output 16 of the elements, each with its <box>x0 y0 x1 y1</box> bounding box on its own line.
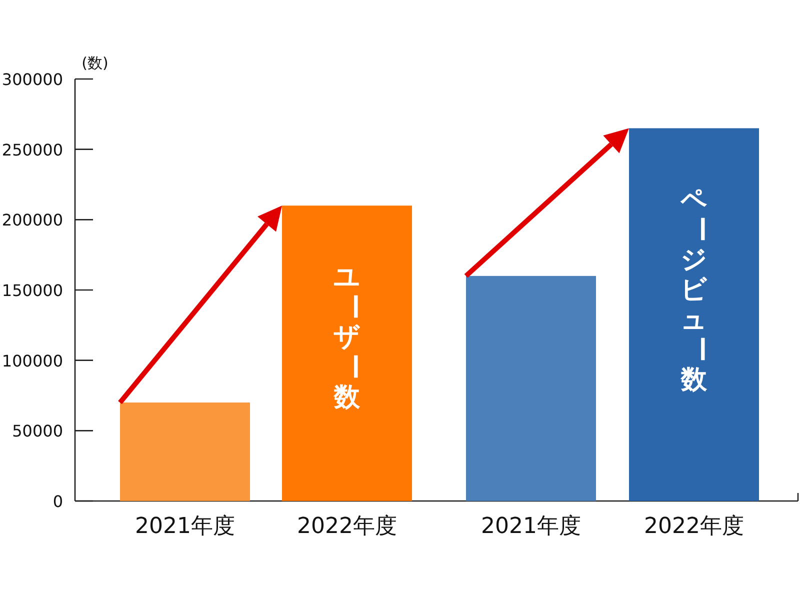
x-tick-label: 2022年度 <box>644 514 744 539</box>
y-tick-label: 200000 <box>2 210 63 230</box>
y-tick-label: 300000 <box>2 70 63 89</box>
series-label: ユーザー数 <box>333 262 369 413</box>
y-tick-label: 100000 <box>2 351 63 370</box>
x-tick-label: 2021年度 <box>135 514 235 539</box>
bar <box>282 206 412 501</box>
y-tick-label: 150000 <box>2 281 63 300</box>
series-label: ページビュー数 <box>680 185 716 396</box>
y-tick-label: 50000 <box>12 422 63 441</box>
x-tick-label: 2022年度 <box>297 514 397 539</box>
y-axis-title: (数) <box>82 54 108 72</box>
x-tick-label: 2021年度 <box>481 514 581 539</box>
y-tick-label: 0 <box>52 492 63 511</box>
bar <box>629 128 759 501</box>
y-tick-label: 250000 <box>2 140 63 160</box>
